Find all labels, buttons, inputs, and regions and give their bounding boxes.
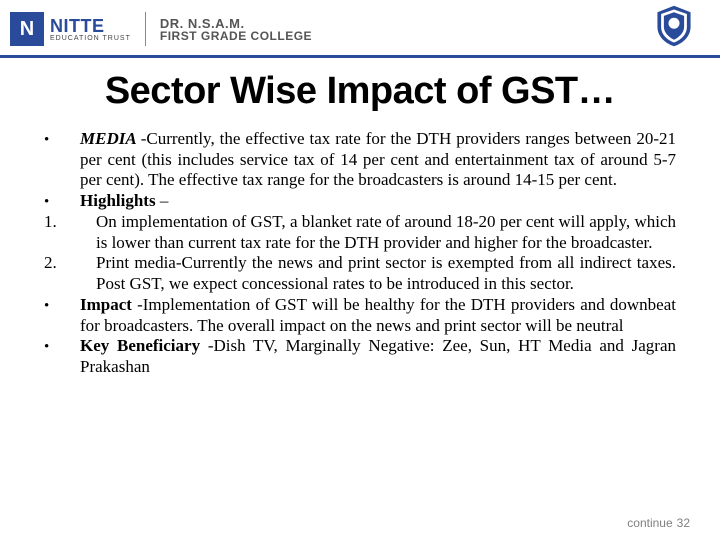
list-item-text: MEDIA -Currently, the effective tax rate…: [80, 129, 676, 191]
list-item-text: Impact -Implementation of GST will be he…: [80, 295, 676, 336]
college-name-line2: FIRST GRADE COLLEGE: [160, 30, 312, 42]
list-item-text: Print media-Currently the news and print…: [80, 253, 676, 294]
list-item: •Impact -Implementation of GST will be h…: [44, 295, 676, 336]
list-item-lead: MEDIA: [80, 129, 141, 148]
slide-body: •MEDIA -Currently, the effective tax rat…: [0, 113, 720, 378]
nitte-logo-sub: EDUCATION TRUST: [50, 35, 131, 42]
number-marker: 2.: [44, 253, 80, 294]
bullet-marker: •: [44, 295, 80, 336]
slide: N NITTE EDUCATION TRUST DR. N.S.A.M. FIR…: [0, 0, 720, 540]
nitte-logo-text: NITTE EDUCATION TRUST: [50, 17, 131, 42]
list-item-body: -Implementation of GST will be healthy f…: [80, 295, 676, 335]
list-item-text: On implementation of GST, a blanket rate…: [80, 212, 676, 253]
list-item: 2. Print media-Currently the news and pri…: [44, 253, 676, 294]
nitte-logo-main: NITTE: [50, 17, 131, 35]
list-item-body: Print media-Currently the news and print…: [96, 253, 676, 293]
nitte-logo-mark: N: [10, 12, 44, 46]
bullet-marker: •: [44, 336, 80, 377]
list-item-body: -Currently, the effective tax rate for t…: [80, 129, 676, 189]
list-item: •Key Beneficiary -Dish TV, Marginally Ne…: [44, 336, 676, 377]
header-bar: N NITTE EDUCATION TRUST DR. N.S.A.M. FIR…: [0, 0, 720, 58]
list-item-lead: Highlights: [80, 191, 160, 210]
list-item-lead: Impact: [80, 295, 137, 314]
list-item-text: Key Beneficiary -Dish TV, Marginally Neg…: [80, 336, 676, 377]
header-underline: [0, 55, 720, 58]
slide-footer: continue 32: [627, 516, 690, 530]
nitte-logo: N NITTE EDUCATION TRUST: [10, 12, 131, 46]
list-item-lead: Key Beneficiary: [80, 336, 208, 355]
list-item: •Highlights –: [44, 191, 676, 212]
list-item: •MEDIA -Currently, the effective tax rat…: [44, 129, 676, 191]
list-item: 1. On implementation of GST, a blanket ra…: [44, 212, 676, 253]
page-number: 32: [677, 516, 690, 530]
list-item-body: On implementation of GST, a blanket rate…: [96, 212, 676, 252]
bullet-marker: •: [44, 129, 80, 191]
slide-title: Sector Wise Impact of GST…: [0, 70, 720, 113]
list-item-body: –: [160, 191, 169, 210]
bullet-marker: •: [44, 191, 80, 212]
college-logo-text: DR. N.S.A.M. FIRST GRADE COLLEGE: [160, 17, 312, 42]
number-marker: 1.: [44, 212, 80, 253]
footer-label: continue: [627, 516, 672, 530]
college-name-line1: DR. N.S.A.M.: [160, 17, 312, 30]
college-crest-icon: [650, 2, 698, 50]
header-divider: [145, 12, 146, 46]
list-item-text: Highlights –: [80, 191, 676, 212]
